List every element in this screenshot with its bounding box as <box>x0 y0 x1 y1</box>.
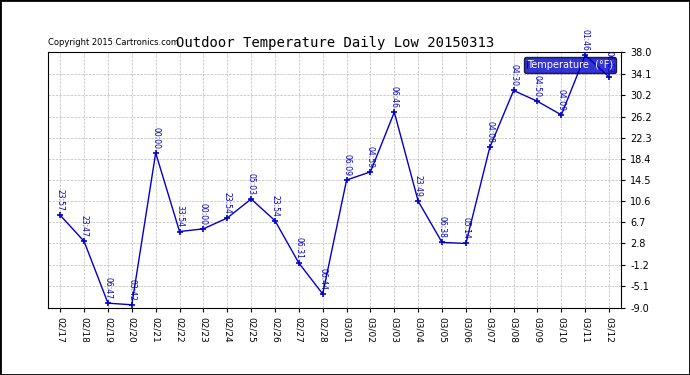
Text: 00:00: 00:00 <box>151 127 160 149</box>
Text: 05:14: 05:14 <box>462 217 471 239</box>
Text: 33:54: 33:54 <box>175 206 184 227</box>
Text: 23:54: 23:54 <box>270 195 279 216</box>
Text: 23:49: 23:49 <box>414 175 423 197</box>
Text: 23:57: 23:57 <box>56 189 65 211</box>
Text: 04:30: 04:30 <box>509 64 518 86</box>
Text: 23:54: 23:54 <box>223 192 232 214</box>
Text: 05:03: 05:03 <box>246 173 255 195</box>
Text: 23:47: 23:47 <box>79 215 88 237</box>
Text: 06:38: 06:38 <box>437 216 446 238</box>
Text: 04:09: 04:09 <box>557 89 566 111</box>
Text: 03:42: 03:42 <box>128 279 137 301</box>
Text: 04:08: 04:08 <box>485 122 494 143</box>
Title: Outdoor Temperature Daily Low 20150313: Outdoor Temperature Daily Low 20150313 <box>175 36 494 50</box>
Text: Copyright 2015 Cartronics.com: Copyright 2015 Cartronics.com <box>48 38 179 47</box>
Text: 06:46: 06:46 <box>390 86 399 108</box>
Text: 06:31: 06:31 <box>295 237 304 259</box>
Text: 04:59: 04:59 <box>366 146 375 168</box>
Text: 01:46: 01:46 <box>581 29 590 51</box>
Text: 06:09: 06:09 <box>342 154 351 176</box>
Legend: Temperature  (°F): Temperature (°F) <box>524 57 616 73</box>
Text: 00:00: 00:00 <box>199 202 208 225</box>
Text: 04:50: 04:50 <box>533 75 542 97</box>
Text: 06:03: 06:03 <box>604 51 613 73</box>
Text: 06:47: 06:47 <box>104 277 112 299</box>
Text: 06:44: 06:44 <box>318 268 327 290</box>
